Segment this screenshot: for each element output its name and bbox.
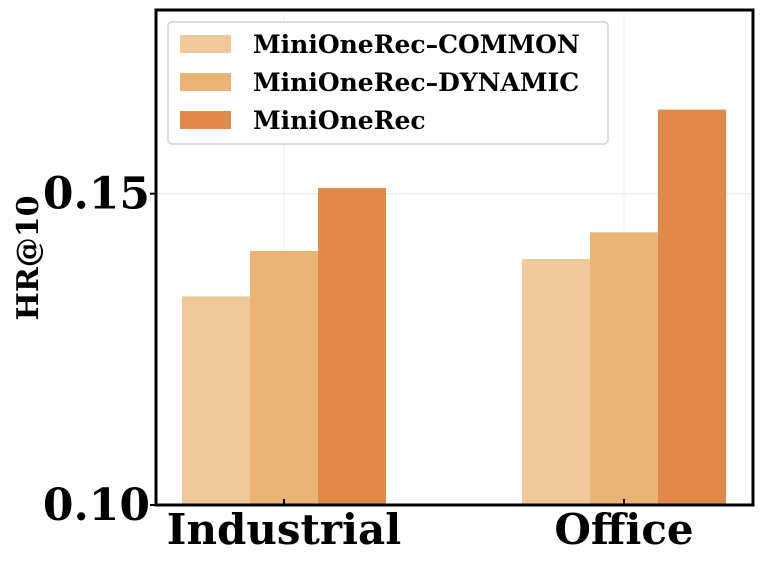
legend-label-minionerec: MiniOneRec [253, 106, 426, 135]
bars [182, 109, 726, 505]
bar-industrial-2 [250, 250, 318, 505]
y-tick-label: 0.15 [43, 169, 150, 220]
plot-frame [154, 8, 755, 507]
x-tick-label-office: Office [554, 505, 693, 554]
y-tick-label: 0.10 [43, 480, 150, 531]
legend-label-dynamic: MiniOneRec–DYNAMIC [253, 68, 579, 97]
bar-office-3 [658, 109, 726, 505]
bar-industrial-1 [182, 296, 250, 505]
legend: MiniOneRec–COMMON MiniOneRec–DYNAMIC Min… [167, 21, 609, 145]
bar-office-2 [590, 232, 658, 505]
bar-industrial-3 [318, 188, 386, 505]
x-tick-label-industrial: Industrial [167, 505, 401, 554]
y-axis-title: HR@10 [11, 195, 46, 320]
legend-swatch-common [180, 35, 231, 53]
legend-label-common: MiniOneRec–COMMON [253, 30, 580, 59]
legend-box [167, 21, 609, 145]
bar-office-1 [522, 259, 590, 505]
legend-swatch-dynamic [180, 73, 231, 91]
legend-swatch-minionerec [180, 111, 231, 129]
axis-ticks: 0.10 0.15 Industrial Office [43, 169, 694, 554]
